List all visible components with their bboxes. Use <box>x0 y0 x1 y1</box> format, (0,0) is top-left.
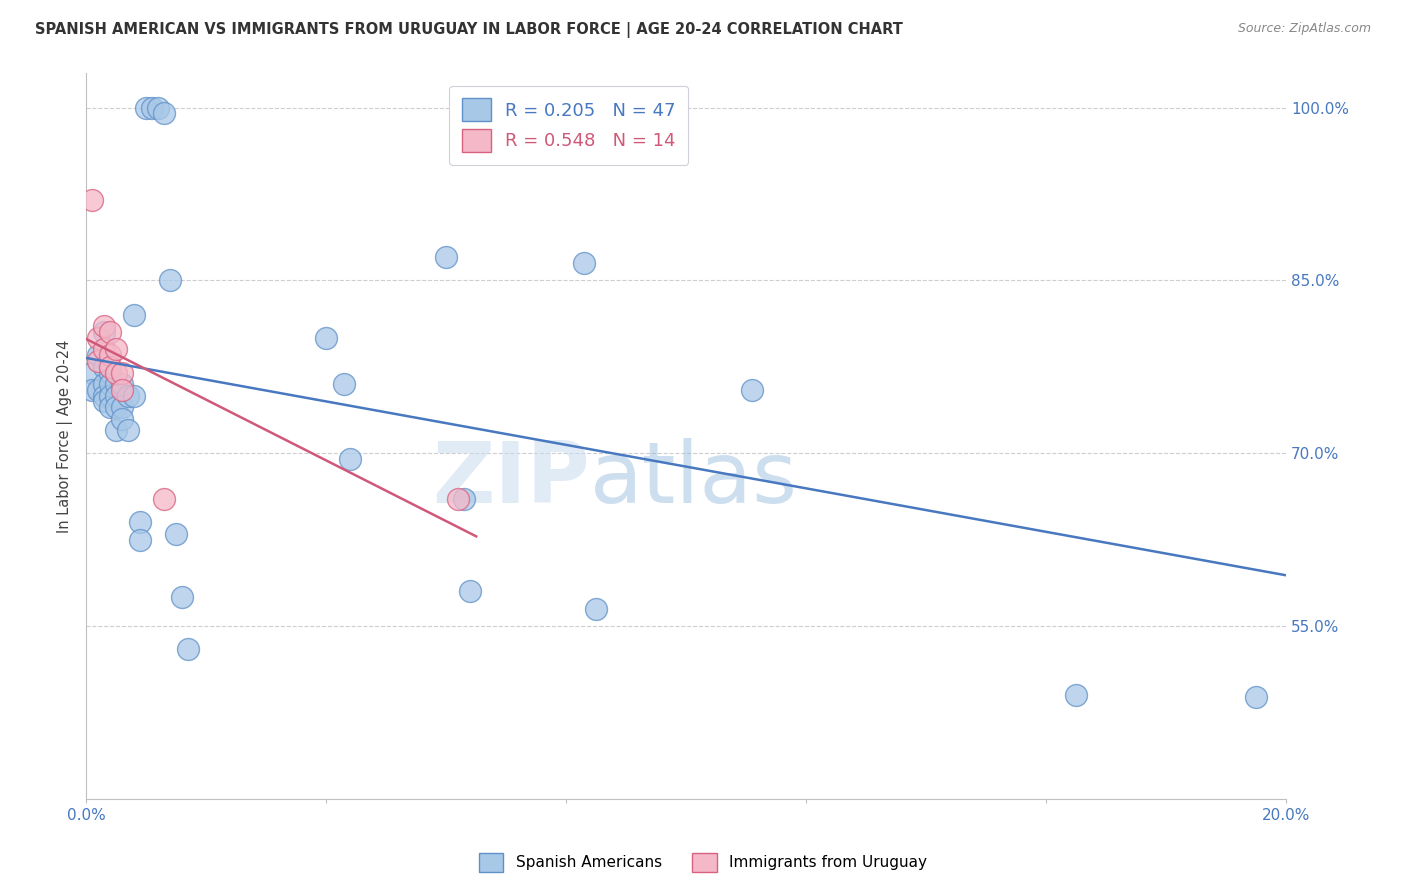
Y-axis label: In Labor Force | Age 20-24: In Labor Force | Age 20-24 <box>58 339 73 533</box>
Point <box>148 101 170 115</box>
Point <box>165 526 187 541</box>
Point <box>82 366 104 380</box>
Text: ZIP: ZIP <box>433 438 591 521</box>
Legend: R = 0.205   N = 47, R = 0.548   N = 14: R = 0.205 N = 47, R = 0.548 N = 14 <box>450 86 689 164</box>
Point <box>98 359 121 374</box>
Point <box>117 423 139 437</box>
Point <box>105 377 128 392</box>
Point <box>93 343 115 357</box>
Point <box>93 388 115 402</box>
Point <box>105 400 128 414</box>
Point <box>124 388 146 402</box>
Point <box>111 377 134 392</box>
Point <box>741 383 763 397</box>
Point <box>87 331 110 345</box>
Point <box>93 325 115 339</box>
Point <box>105 366 128 380</box>
Point <box>98 388 121 402</box>
Point <box>458 584 481 599</box>
Point <box>153 106 176 120</box>
Point <box>153 492 176 507</box>
Point <box>495 101 517 115</box>
Legend: Spanish Americans, Immigrants from Uruguay: Spanish Americans, Immigrants from Urugu… <box>471 845 935 880</box>
Point <box>117 388 139 402</box>
Point <box>129 533 152 547</box>
Point <box>339 451 361 466</box>
Point <box>135 101 157 115</box>
Point <box>111 383 134 397</box>
Point <box>111 366 134 380</box>
Point <box>93 359 115 374</box>
Point <box>141 101 163 115</box>
Point <box>434 250 457 264</box>
Point <box>93 319 115 334</box>
Point <box>447 492 470 507</box>
Point <box>172 590 194 604</box>
Point <box>585 601 607 615</box>
Point <box>453 492 475 507</box>
Point <box>105 423 128 437</box>
Point <box>315 331 337 345</box>
Point <box>98 400 121 414</box>
Point <box>333 377 356 392</box>
Point <box>87 348 110 362</box>
Text: SPANISH AMERICAN VS IMMIGRANTS FROM URUGUAY IN LABOR FORCE | AGE 20-24 CORRELATI: SPANISH AMERICAN VS IMMIGRANTS FROM URUG… <box>35 22 903 38</box>
Point <box>177 642 200 657</box>
Point <box>87 383 110 397</box>
Point <box>82 383 104 397</box>
Point <box>105 388 128 402</box>
Text: Source: ZipAtlas.com: Source: ZipAtlas.com <box>1237 22 1371 36</box>
Point <box>111 411 134 425</box>
Point <box>129 516 152 530</box>
Point <box>105 343 128 357</box>
Point <box>98 348 121 362</box>
Point <box>124 308 146 322</box>
Point <box>111 400 134 414</box>
Text: atlas: atlas <box>591 438 799 521</box>
Point <box>82 193 104 207</box>
Point <box>98 366 121 380</box>
Point <box>1064 688 1087 702</box>
Point <box>159 273 181 287</box>
Point <box>87 354 110 368</box>
Point <box>574 256 596 270</box>
Point <box>93 394 115 409</box>
Point <box>501 101 523 115</box>
Point <box>98 325 121 339</box>
Point <box>1244 690 1267 705</box>
Point <box>98 377 121 392</box>
Point <box>93 377 115 392</box>
